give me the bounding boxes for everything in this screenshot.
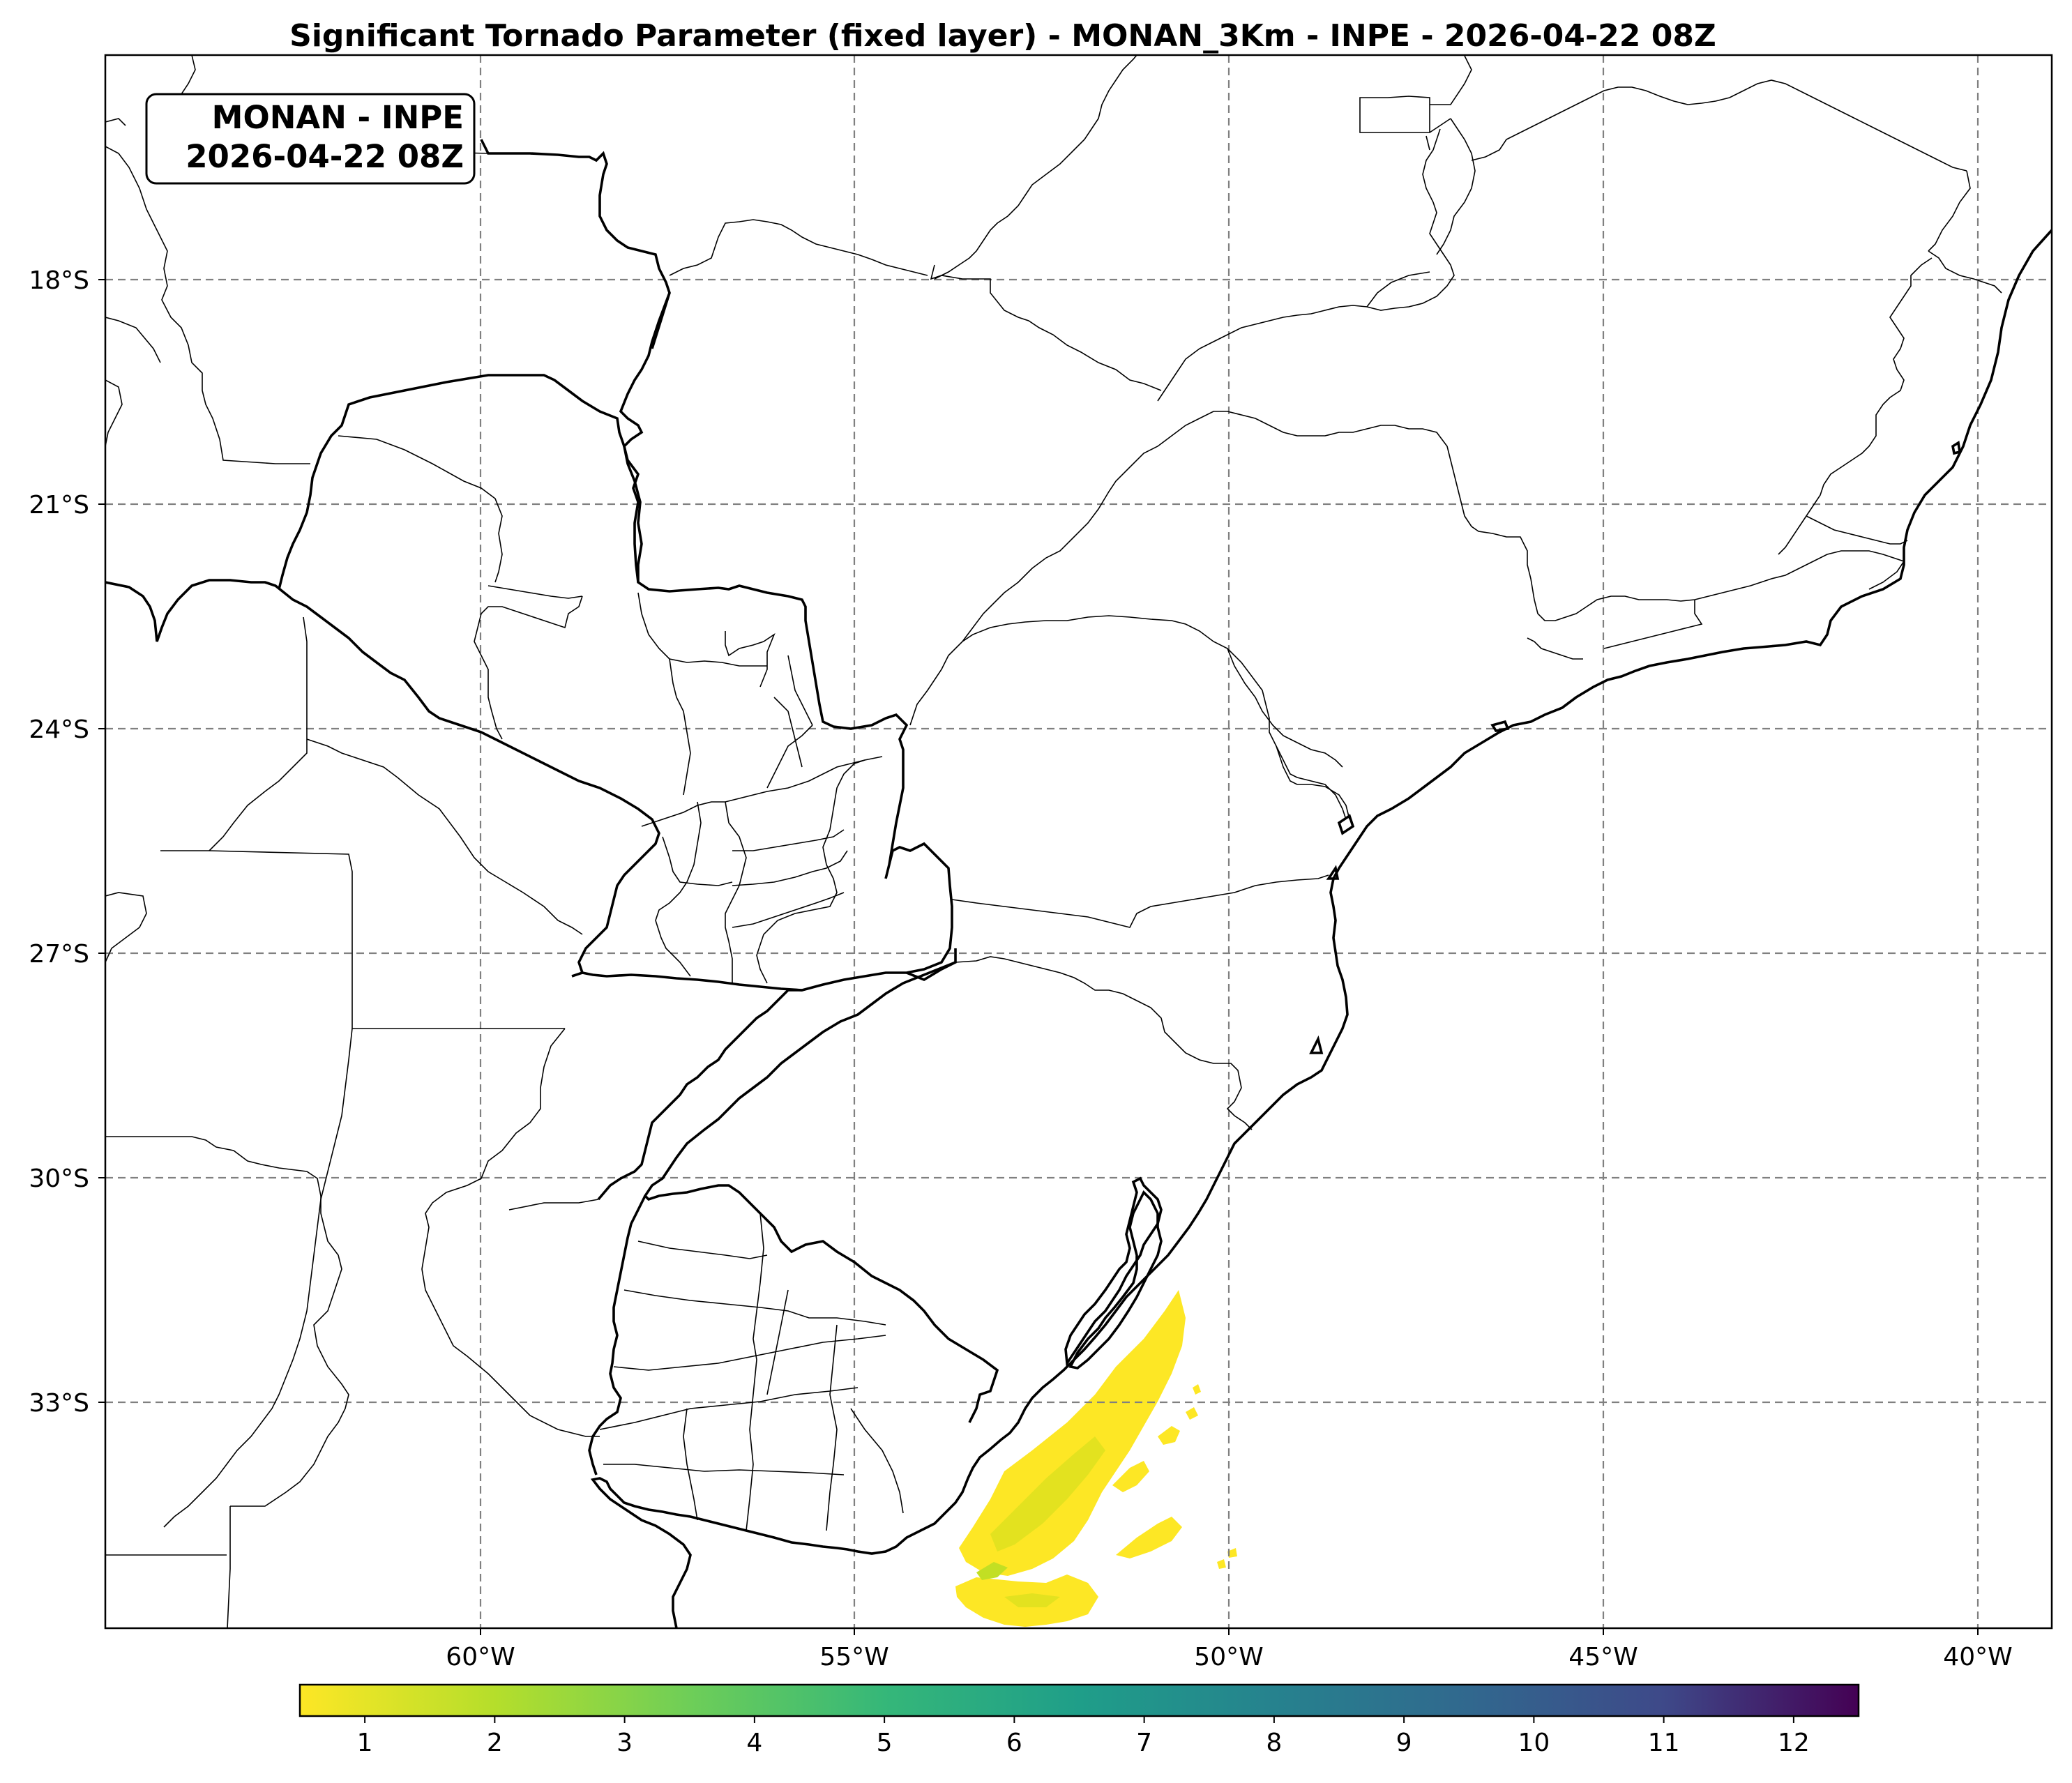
map-title: Significant Tornado Parameter (fixed lay… [289,18,1716,54]
info-box-datetime: 2026-04-22 08Z [186,138,464,175]
country-borders [105,139,999,1475]
lon-label-50w: 50°W [1194,1643,1263,1671]
colorbar-tick-label: 11 [1648,1729,1680,1757]
lon-label-45w: 45°W [1568,1643,1638,1671]
lat-label-33s: 33°S [29,1389,89,1418]
lon-ticks: 60°W 55°W 50°W 45°W 40°W [446,1628,2013,1671]
colorbar-tick-label: 1 [357,1729,373,1757]
lagoons [1068,1190,1163,1370]
colorbar: 1 2 3 4 5 6 7 8 9 10 11 12 [298,1683,1860,1757]
colorbar-ticks: 1 2 3 4 5 6 7 8 9 10 11 12 [357,1716,1810,1757]
coastline [590,229,2052,1628]
info-box: MONAN - INPE 2026-04-22 08Z [145,93,476,185]
colorbar-tick-label: 2 [487,1729,503,1757]
map-frame [104,54,2053,1630]
lon-label-40w: 40°W [1943,1643,2012,1671]
stp-field-greenish [976,1562,1008,1580]
colorbar-tick-label: 10 [1518,1729,1550,1757]
colorbar-tick-label: 12 [1778,1729,1810,1757]
lon-label-60w: 60°W [446,1643,515,1671]
colorbar-gradient [298,1683,1860,1717]
lat-label-18s: 18°S [29,266,89,295]
lat-label-21s: 21°S [29,491,89,519]
info-box-model: MONAN - INPE [212,99,464,136]
lat-label-27s: 27°S [29,940,89,969]
colorbar-tick-label: 4 [746,1729,762,1757]
colorbar-tick-label: 3 [617,1729,633,1757]
map-plot-area [105,55,2052,1628]
lat-ticks: 18°S 21°S 24°S 27°S 30°S 33°S [29,266,105,1418]
colorbar-tick-label: 8 [1266,1729,1282,1757]
colorbar-tick-label: 7 [1136,1729,1152,1757]
colorbar-tick-label: 5 [877,1729,893,1757]
gridlines [105,55,2052,1628]
lon-label-55w: 55°W [819,1643,888,1671]
colorbar-tick-label: 6 [1006,1729,1022,1757]
lat-label-30s: 30°S [29,1164,89,1193]
lat-label-24s: 24°S [29,715,89,744]
state-borders [105,55,2002,1628]
stp-field-shading [990,1436,1105,1607]
colorbar-tick-label: 9 [1396,1729,1412,1757]
